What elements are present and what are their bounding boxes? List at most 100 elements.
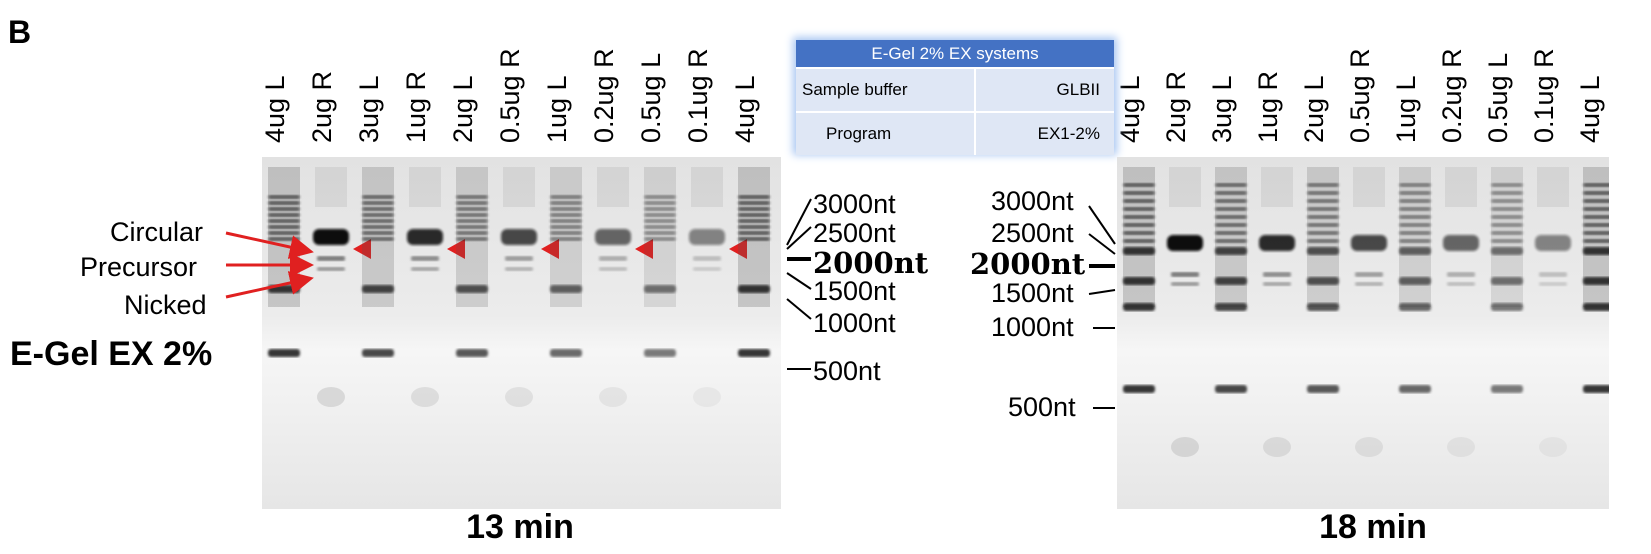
nicked-band <box>1263 282 1291 286</box>
ladder-band <box>268 207 300 211</box>
ladder-band <box>644 237 676 241</box>
panel-letter: B <box>8 14 32 50</box>
ladder-band <box>362 285 394 293</box>
low-smear <box>693 387 721 407</box>
ladder-band <box>1399 385 1431 393</box>
circular-band <box>1443 235 1479 251</box>
ladder-band <box>738 349 770 357</box>
lane-label: 0.5ug L <box>1483 52 1513 143</box>
ladder-band <box>1399 207 1431 211</box>
ladder-band <box>1399 303 1431 311</box>
well-smear <box>1169 167 1201 207</box>
circular-band <box>313 229 349 245</box>
ladder-band <box>1307 223 1339 227</box>
ladder-band <box>1491 199 1523 203</box>
well-smear <box>503 167 535 207</box>
low-smear <box>505 387 533 407</box>
ladder-band <box>1583 183 1609 187</box>
lane-label: 3ug L <box>1207 75 1237 143</box>
ladder-band <box>644 349 676 357</box>
ladder-band <box>268 231 300 235</box>
circular-band <box>501 229 537 245</box>
nicked-band <box>317 267 345 271</box>
well-smear <box>1445 167 1477 207</box>
ladder-band <box>1307 277 1339 285</box>
ladder-band <box>1491 231 1523 235</box>
ladder-band <box>644 213 676 217</box>
well-smear <box>1261 167 1293 207</box>
ladder-band <box>1215 223 1247 227</box>
ladder-band <box>268 219 300 223</box>
ladder-smear <box>1307 167 1339 307</box>
gel-image-13min <box>262 157 781 509</box>
marker-lines-left <box>786 198 812 370</box>
gel-background <box>262 157 781 509</box>
ladder-band <box>1123 207 1155 211</box>
ladder-band <box>1123 247 1155 255</box>
ladder-smear <box>1583 167 1609 307</box>
lane-label: 0.5ug R <box>1345 48 1375 143</box>
ladder-band <box>738 219 770 223</box>
ladder-band <box>738 195 770 199</box>
precursor-band <box>599 256 627 261</box>
ladder-band <box>1399 223 1431 227</box>
ladder-band <box>1583 231 1609 235</box>
ladder-band <box>1491 385 1523 393</box>
lane-label: 1ug R <box>401 70 431 143</box>
ladder-band <box>1123 303 1155 311</box>
ladder-band <box>456 201 488 205</box>
lane-label: 1ug L <box>1391 75 1421 143</box>
marker-2000: 2000nt <box>813 246 929 280</box>
ladder-band <box>1307 385 1339 393</box>
ladder-band <box>362 231 394 235</box>
ladder-band <box>550 213 582 217</box>
lane-label: 0.5ug L <box>636 52 666 143</box>
ladder-band <box>1491 183 1523 187</box>
ladder-band <box>362 213 394 217</box>
ladder-band <box>644 207 676 211</box>
well-smear <box>409 167 441 207</box>
info-row-sample-buffer: Sample buffer GLBII <box>796 67 1114 111</box>
well-smear <box>597 167 629 207</box>
ladder-band <box>1583 215 1609 219</box>
ladder-band <box>1583 223 1609 227</box>
marker-2000-right: 2000nt <box>970 247 1086 281</box>
info-value: GLBII <box>976 69 1114 111</box>
ladder-band <box>1583 191 1609 195</box>
ladder-band <box>1583 207 1609 211</box>
lane-label: 0.2ug R <box>1437 48 1467 143</box>
ladder-band <box>456 231 488 235</box>
low-smear <box>1171 437 1199 457</box>
red-arrowhead <box>635 239 653 259</box>
lane-label: 0.2ug R <box>589 48 619 143</box>
nicked-band <box>1539 282 1567 286</box>
ladder-band <box>268 213 300 217</box>
ladder-band <box>362 237 394 241</box>
ladder-band <box>1307 239 1339 243</box>
caption-18min: 18 min <box>1319 508 1427 546</box>
well-smear <box>1537 167 1569 207</box>
lane-label: 2ug L <box>1299 75 1329 143</box>
marker-1500: 1500nt <box>813 276 896 306</box>
ladder-band <box>550 285 582 293</box>
marker-3000: 3000nt <box>813 189 896 219</box>
circular-band <box>1259 235 1295 251</box>
ladder-band <box>1491 191 1523 195</box>
ladder-band <box>1123 231 1155 235</box>
nicked-band <box>411 267 439 271</box>
ladder-band <box>1399 199 1431 203</box>
ladder-band <box>1583 199 1609 203</box>
circular-band <box>1351 235 1387 251</box>
precursor-band <box>1447 272 1475 277</box>
marker-1000: 1000nt <box>813 308 896 338</box>
ladder-band <box>362 219 394 223</box>
low-smear <box>599 387 627 407</box>
ladder-band <box>1215 385 1247 393</box>
ladder-band <box>1123 215 1155 219</box>
marker-500-right: 500nt <box>1008 392 1076 422</box>
ladder-smear <box>1491 167 1523 307</box>
precursor-band <box>411 256 439 261</box>
ladder-band <box>738 213 770 217</box>
ladder-band <box>1123 239 1155 243</box>
ladder-band <box>362 201 394 205</box>
